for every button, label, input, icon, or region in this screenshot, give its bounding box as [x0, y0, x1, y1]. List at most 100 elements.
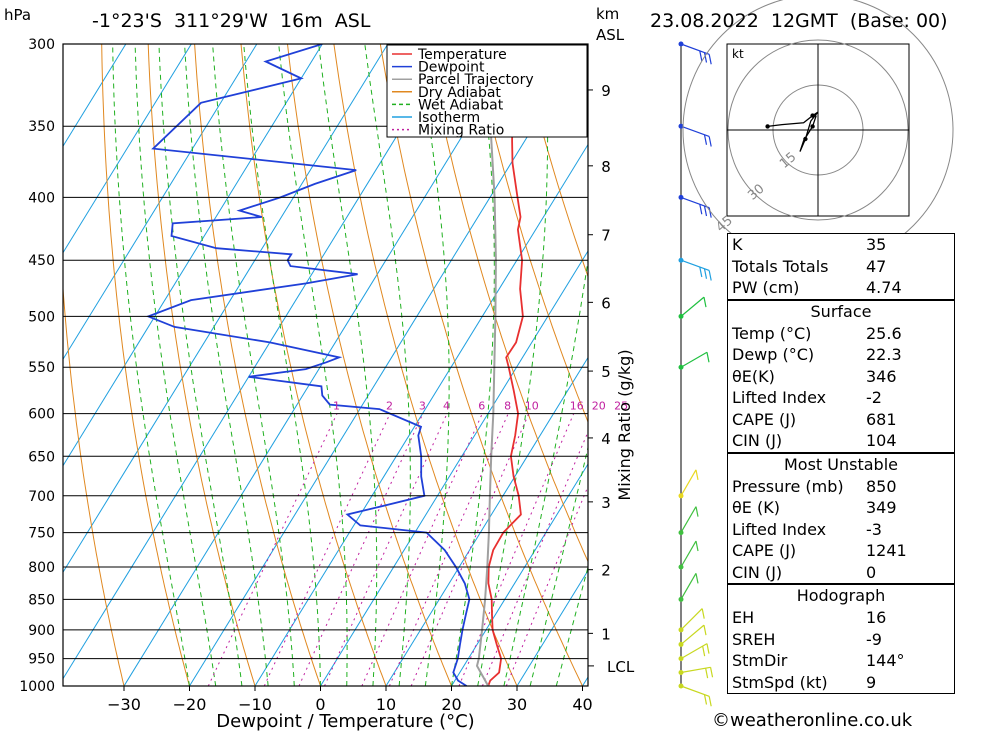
index-label: EH [732, 608, 755, 627]
pressure-tick-label: 500 [28, 309, 55, 325]
index-value: -3 [866, 519, 882, 539]
wet-adiabat-line [364, 44, 411, 686]
pressure-unit-label: hPa [4, 6, 32, 24]
wet-adiabat-line [243, 44, 321, 686]
dry-adiabat-line [147, 44, 256, 686]
index-value: -2 [866, 388, 882, 407]
temperature-tick-label: −20 [173, 695, 207, 714]
wind-barb-flag [695, 573, 699, 584]
mixing-ratio-label: 4 [443, 400, 450, 413]
index-value: 4.74 [866, 278, 902, 297]
wind-barb-flag [703, 134, 708, 145]
wind-barb-flag [708, 270, 712, 281]
wind-barb-flag [709, 667, 714, 678]
dewpoint-line [145, 44, 471, 686]
mixing-ratio-label: 8 [504, 400, 511, 413]
index-value: 25.6 [866, 323, 902, 343]
isotherm-line [0, 0, 55, 686]
wet-adiabat-line [503, 257, 588, 686]
index-row: PW (cm) 4.74 [728, 277, 954, 299]
wet-adiabat-line [134, 44, 217, 686]
temperature-tick-label: −30 [107, 695, 141, 714]
index-label: CAPE (J) [732, 541, 797, 560]
mixing-ratio-label: 3 [419, 400, 426, 413]
surface-title: Surface [810, 301, 872, 321]
pressure-tick-label: 400 [28, 190, 55, 206]
most-unstable-title: Most Unstable [784, 454, 898, 474]
wet-adiabat-line [318, 44, 378, 686]
legend-label: Mixing Ratio [418, 123, 504, 139]
index-value: 144° [866, 651, 905, 670]
index-label: Pressure (mb) [732, 476, 844, 496]
index-value: 0 [866, 562, 877, 582]
temperature-tick-label: 20 [441, 695, 461, 714]
isotherm-line [63, 44, 127, 148]
index-row: StmSpd (kt) 9 [728, 672, 954, 694]
dry-adiabat-line [975, 26, 1000, 686]
pressure-tick-label: 600 [28, 407, 55, 423]
wind-barb-flag [699, 204, 703, 215]
mixing-ratio-line [361, 413, 483, 686]
dry-adiabat-line [194, 44, 321, 686]
altitude-tick-label: 7 [601, 227, 611, 245]
km-label: km [596, 5, 620, 23]
mixing-ratio-line [505, 485, 588, 686]
index-row: CAPE (J) 681 [728, 409, 954, 431]
chart-axes: 1 2 3 4 6 8 10 16 20 2530035040045050055060065070… [19, 37, 634, 732]
pressure-tick-label: 850 [28, 592, 55, 608]
wind-barb-flag [708, 136, 712, 147]
wind-barb-staff [680, 506, 697, 533]
chart-grid [0, 0, 1000, 686]
index-row: CIN (J) 104 [728, 430, 954, 452]
altitude-tick-label: 6 [601, 294, 611, 312]
index-value: 850 [866, 476, 897, 496]
wind-barb-column [678, 41, 714, 707]
pressure-tick-label: 950 [28, 652, 55, 668]
index-row: θE(K) 346 [728, 366, 954, 388]
wet-adiabat-line [278, 44, 348, 686]
index-row: CIN (J) 0 [728, 562, 954, 584]
index-row: K 35 [728, 234, 954, 256]
wind-barb-flag [708, 207, 712, 218]
wind-barb-flag [703, 625, 707, 636]
index-label: Totals Totals [732, 256, 829, 276]
legend-box [386, 44, 588, 138]
parcel-trajectory-line [475, 44, 497, 686]
mixing-ratio-label: 20 [592, 400, 606, 413]
wet-adiabat-line [451, 44, 495, 686]
indices-top-box: K 35 Totals Totals 47 PW (cm) 4.74 [727, 233, 955, 300]
index-label: SREH [732, 629, 776, 649]
wind-barb-flag [708, 696, 712, 707]
index-label: θE(K) [732, 366, 775, 386]
wind-barb-flag [702, 646, 706, 657]
wind-barb-staff [680, 624, 705, 645]
hodograph-index-box: Hodograph EH 16 SREH -9 StmDir 144° StmSpd … [727, 584, 955, 694]
wet-adiabat-line [184, 44, 269, 686]
wind-barb-flag [699, 266, 703, 278]
altitude-tick-label: 4 [601, 430, 611, 448]
wind-barb-flag [695, 506, 699, 517]
hodograph-unit-label: kt [732, 47, 744, 61]
surface-box: Surface Temp (°C) 25.6 Dewp (°C) 22.3 θE(K… [727, 299, 955, 453]
isotherm-line [63, 44, 323, 467]
temperature-tick-label: −10 [238, 695, 272, 714]
altitude-tick-label: 8 [601, 158, 611, 176]
wind-barb-flag [703, 694, 708, 705]
mixing-ratio-line [458, 413, 575, 686]
copyright-footer[interactable]: ©weatheronline.co.uk [712, 710, 913, 731]
dry-adiabat-line [472, 44, 588, 424]
temperature-tick-label: 10 [376, 695, 396, 714]
mixing-ratio-label: 1 [333, 400, 340, 413]
chart-frame [62, 43, 589, 687]
wet-adiabat-line [158, 44, 243, 686]
legend-label: Temperature [417, 47, 507, 63]
pressure-tick-label: 750 [28, 526, 55, 542]
wind-barb-staff [680, 296, 705, 317]
index-row: Lifted Index -2 [728, 387, 954, 409]
pressure-tick-label: 550 [28, 360, 55, 376]
wind-barb-flag [705, 668, 709, 679]
mixing-ratio-label: 10 [525, 400, 539, 413]
wind-barb-staff [680, 573, 697, 600]
temperature-tick-label: 40 [572, 695, 592, 714]
